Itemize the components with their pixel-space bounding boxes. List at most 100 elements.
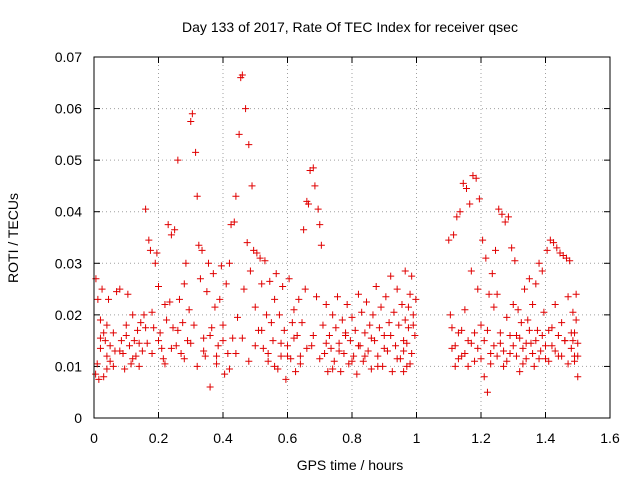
data-point [529,301,537,309]
data-point [569,337,577,345]
data-point [566,257,574,265]
x-tick-label: 0.8 [342,430,362,446]
data-point [509,301,517,309]
data-point [182,259,190,267]
data-point [164,221,172,229]
data-point [301,285,309,293]
data-point [209,270,217,278]
data-point [127,360,135,368]
data-point [572,290,580,298]
data-point [393,285,401,293]
data-point [493,352,501,360]
data-point [450,231,458,239]
data-point [446,311,454,319]
data-point [219,337,227,345]
data-point [222,280,230,288]
data-point [195,241,203,249]
data-point [522,355,530,363]
x-tick-label: 0.4 [213,430,233,446]
data-point [319,321,327,329]
data-point [211,303,219,311]
data-point [569,308,577,316]
data-point [361,329,369,337]
data-point [571,329,579,337]
data-point [308,342,316,350]
data-point [130,337,138,345]
data-point [232,192,240,200]
data-point [242,105,250,113]
data-point [155,282,162,290]
y-tick-label: 0.02 [55,307,82,323]
data-point [529,350,537,358]
data-point [272,270,280,278]
data-point [503,313,511,321]
data-point [166,298,174,306]
data-point [461,350,469,358]
data-point [542,342,549,350]
data-point [346,337,354,345]
data-point [161,301,169,309]
y-tick-labels: 0 0.01 0.02 0.03 0.04 0.05 0.06 0.07 [55,49,82,426]
data-point [511,257,519,265]
data-point [159,355,167,363]
data-point [487,360,495,368]
data-point [401,267,409,275]
data-point [493,290,501,298]
data-point [105,295,113,303]
data-point [290,306,298,314]
data-point [253,249,261,257]
data-point [167,344,175,352]
y-tick-label: 0 [74,410,82,426]
data-point [387,331,395,339]
data-point [535,259,543,267]
data-point [109,362,117,370]
data-point [248,182,256,190]
data-point [185,306,193,314]
data-point [125,342,133,350]
data-point [155,337,162,345]
data-point [240,285,248,293]
data-point [408,350,416,358]
data-point [358,308,366,316]
data-point [453,213,461,221]
data-point [474,285,482,293]
data-point [490,303,498,311]
data-point [404,324,412,332]
data-point [140,311,148,319]
data-point [290,334,298,342]
data-point [467,339,475,347]
data-point [548,324,556,332]
data-point [554,331,562,339]
data-point [96,316,104,324]
data-point [264,350,272,358]
x-tick-label: 1 [413,430,421,446]
data-point [369,311,377,319]
data-point [296,360,304,368]
data-point [263,311,271,319]
data-point [400,368,408,376]
data-point [572,316,580,324]
data-point [558,352,566,360]
data-point [359,357,367,365]
data-point [516,334,524,342]
data-point [243,239,251,247]
data-point [309,331,317,339]
data-point [129,311,137,319]
data-point [401,316,409,324]
data-point [351,326,359,334]
data-point [545,357,553,365]
chart-title: Day 133 of 2017, Rate Of TEC Index for r… [182,19,518,35]
data-point [142,324,150,332]
data-point [340,350,348,358]
data-point [225,259,233,267]
data-point [540,308,548,316]
data-point [192,148,200,156]
data-point [277,339,285,347]
data-point [342,329,350,337]
data-point [201,352,209,360]
data-point [462,185,470,193]
data-point [259,344,267,352]
data-point [187,117,195,125]
data-point [503,357,511,365]
y-tick-label: 0.05 [55,152,82,168]
